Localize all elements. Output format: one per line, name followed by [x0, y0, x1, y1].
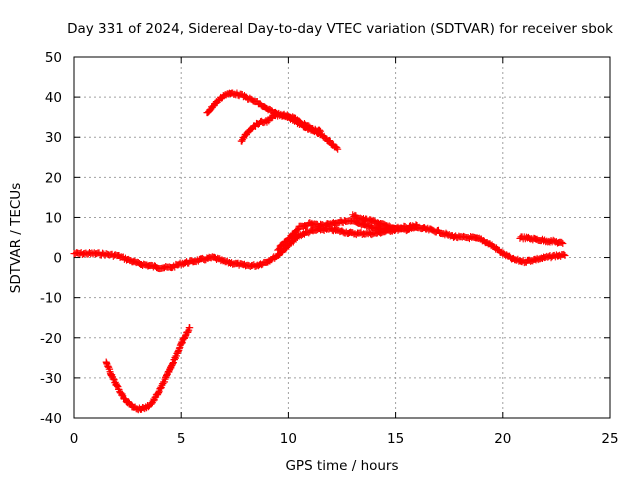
axis-ticks: 0 5 10 15 20 25 -40 -30 -20 -10 0 10 20 30 40 50: [40, 50, 619, 447]
y-tick-label: 30: [45, 130, 62, 146]
plot-frame: [73, 56, 611, 419]
y-tick-label: -20: [40, 331, 62, 347]
data-point: [279, 241, 287, 249]
data-points: [70, 89, 569, 414]
x-tick-label: 0: [70, 431, 79, 447]
x-tick-label: 25: [601, 431, 618, 447]
data-point: [125, 399, 133, 407]
series-upper-right-segment: [349, 211, 400, 233]
chart-title: Day 331 of 2024, Sidereal Day-to-day VTE…: [67, 21, 613, 37]
data-point: [315, 126, 323, 134]
series-low-arc: [102, 324, 194, 414]
data-point: [275, 246, 283, 254]
y-tick-label: 50: [45, 50, 62, 66]
data-point: [290, 230, 298, 238]
data-point: [413, 221, 421, 229]
data-point: [558, 238, 566, 246]
series-late-segment: [516, 233, 567, 248]
y-tick-label: 0: [53, 251, 62, 267]
data-point: [186, 324, 194, 332]
y-tick-label: 40: [45, 90, 62, 106]
data-point: [561, 252, 569, 260]
series-main-band: [70, 223, 569, 273]
data-point: [325, 137, 333, 145]
data-point: [317, 127, 325, 135]
data-point: [392, 225, 400, 233]
data-point: [334, 145, 342, 153]
data-point: [333, 144, 341, 152]
y-axis-label: SDTVAR / TECUs: [8, 183, 24, 293]
x-tick-label: 20: [494, 431, 511, 447]
y-tick-label: -40: [40, 411, 62, 427]
data-point: [278, 249, 286, 257]
x-tick-label: 15: [387, 431, 404, 447]
series-high-arc-b: [237, 110, 325, 145]
y-tick-label: -30: [40, 371, 62, 387]
data-point: [412, 221, 420, 229]
data-point: [286, 234, 294, 242]
grid-lines: [74, 57, 610, 418]
data-point: [560, 250, 568, 258]
y-tick-label: 20: [45, 170, 62, 186]
y-tick-label: 10: [45, 210, 62, 226]
x-tick-label: 10: [280, 431, 297, 447]
y-tick-label: -10: [40, 291, 62, 307]
x-axis-label: GPS time / hours: [285, 458, 398, 474]
x-tick-label: 5: [177, 431, 186, 447]
data-point: [559, 240, 567, 248]
